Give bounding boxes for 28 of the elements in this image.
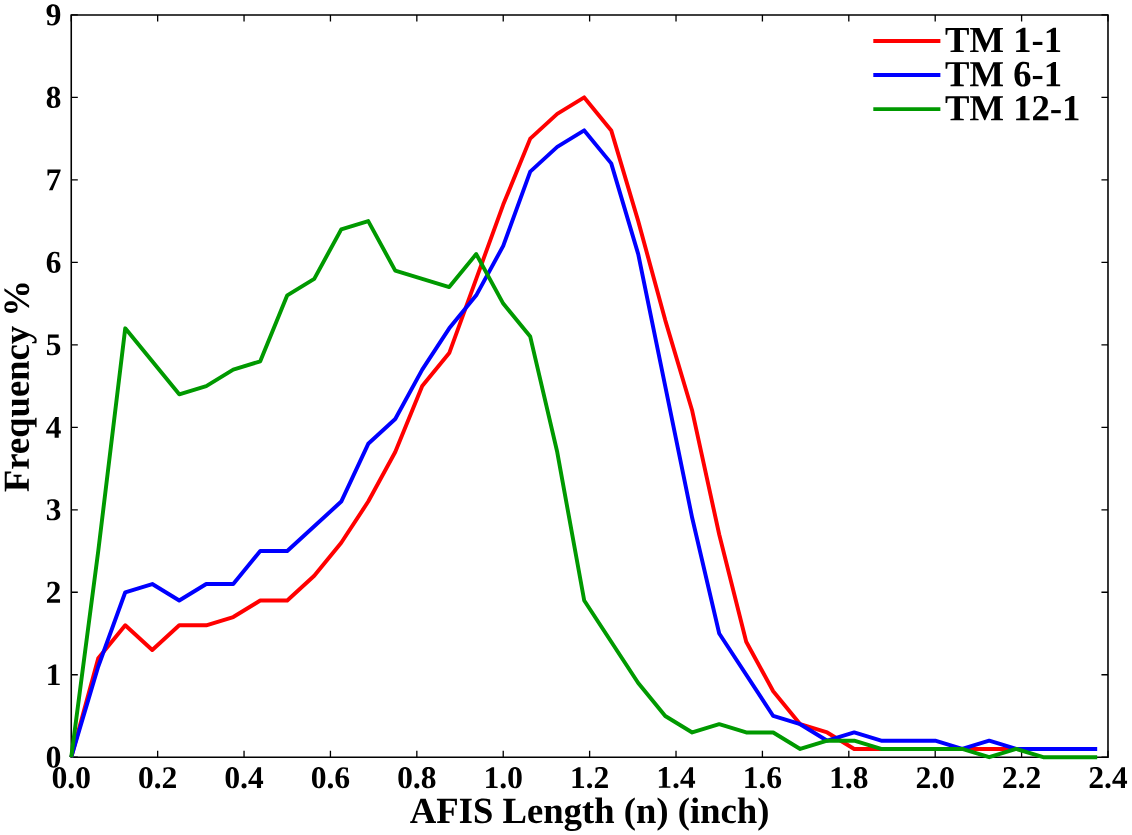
x-tick-label: 0.8	[398, 766, 436, 789]
x-tick-label: 0.6	[311, 766, 350, 789]
y-tick-label: 3	[46, 499, 61, 521]
legend-label: TM 6-1	[945, 61, 1061, 87]
y-tick-label: 0	[46, 746, 61, 768]
x-tick-label: 1.0	[486, 766, 522, 789]
x-tick-label: 0.2	[139, 766, 176, 789]
y-tick-label: 2	[46, 581, 61, 603]
legend-label: TM 12-1	[945, 95, 1079, 121]
x-axis-title: AFIS Length (n) (inch)	[410, 797, 768, 831]
y-tick-label: 9	[46, 4, 61, 26]
x-tick-label: 1.4	[658, 766, 696, 789]
legend-label: TM 1-1	[945, 27, 1061, 52]
x-tick-label: 1.2	[572, 766, 608, 789]
y-tick-label: 8	[46, 86, 61, 108]
y-axis-title: Frequency %	[4, 283, 37, 492]
x-tick-label: 1.6	[745, 766, 782, 789]
x-tick-label: 2.0	[916, 766, 954, 789]
x-tick-label: 2.4	[1089, 766, 1128, 789]
y-tick-label: 1	[48, 664, 60, 685]
x-tick-label: 1.8	[831, 766, 868, 789]
y-tick-label: 7	[47, 169, 61, 190]
y-tick-label: 5	[46, 334, 61, 356]
y-tick-label: 4	[46, 416, 61, 438]
y-tick-label: 6	[46, 251, 61, 273]
x-tick-label: 2.2	[1003, 766, 1040, 789]
x-tick-label: 0.0	[52, 766, 90, 789]
x-tick-label: 0.4	[225, 766, 264, 789]
